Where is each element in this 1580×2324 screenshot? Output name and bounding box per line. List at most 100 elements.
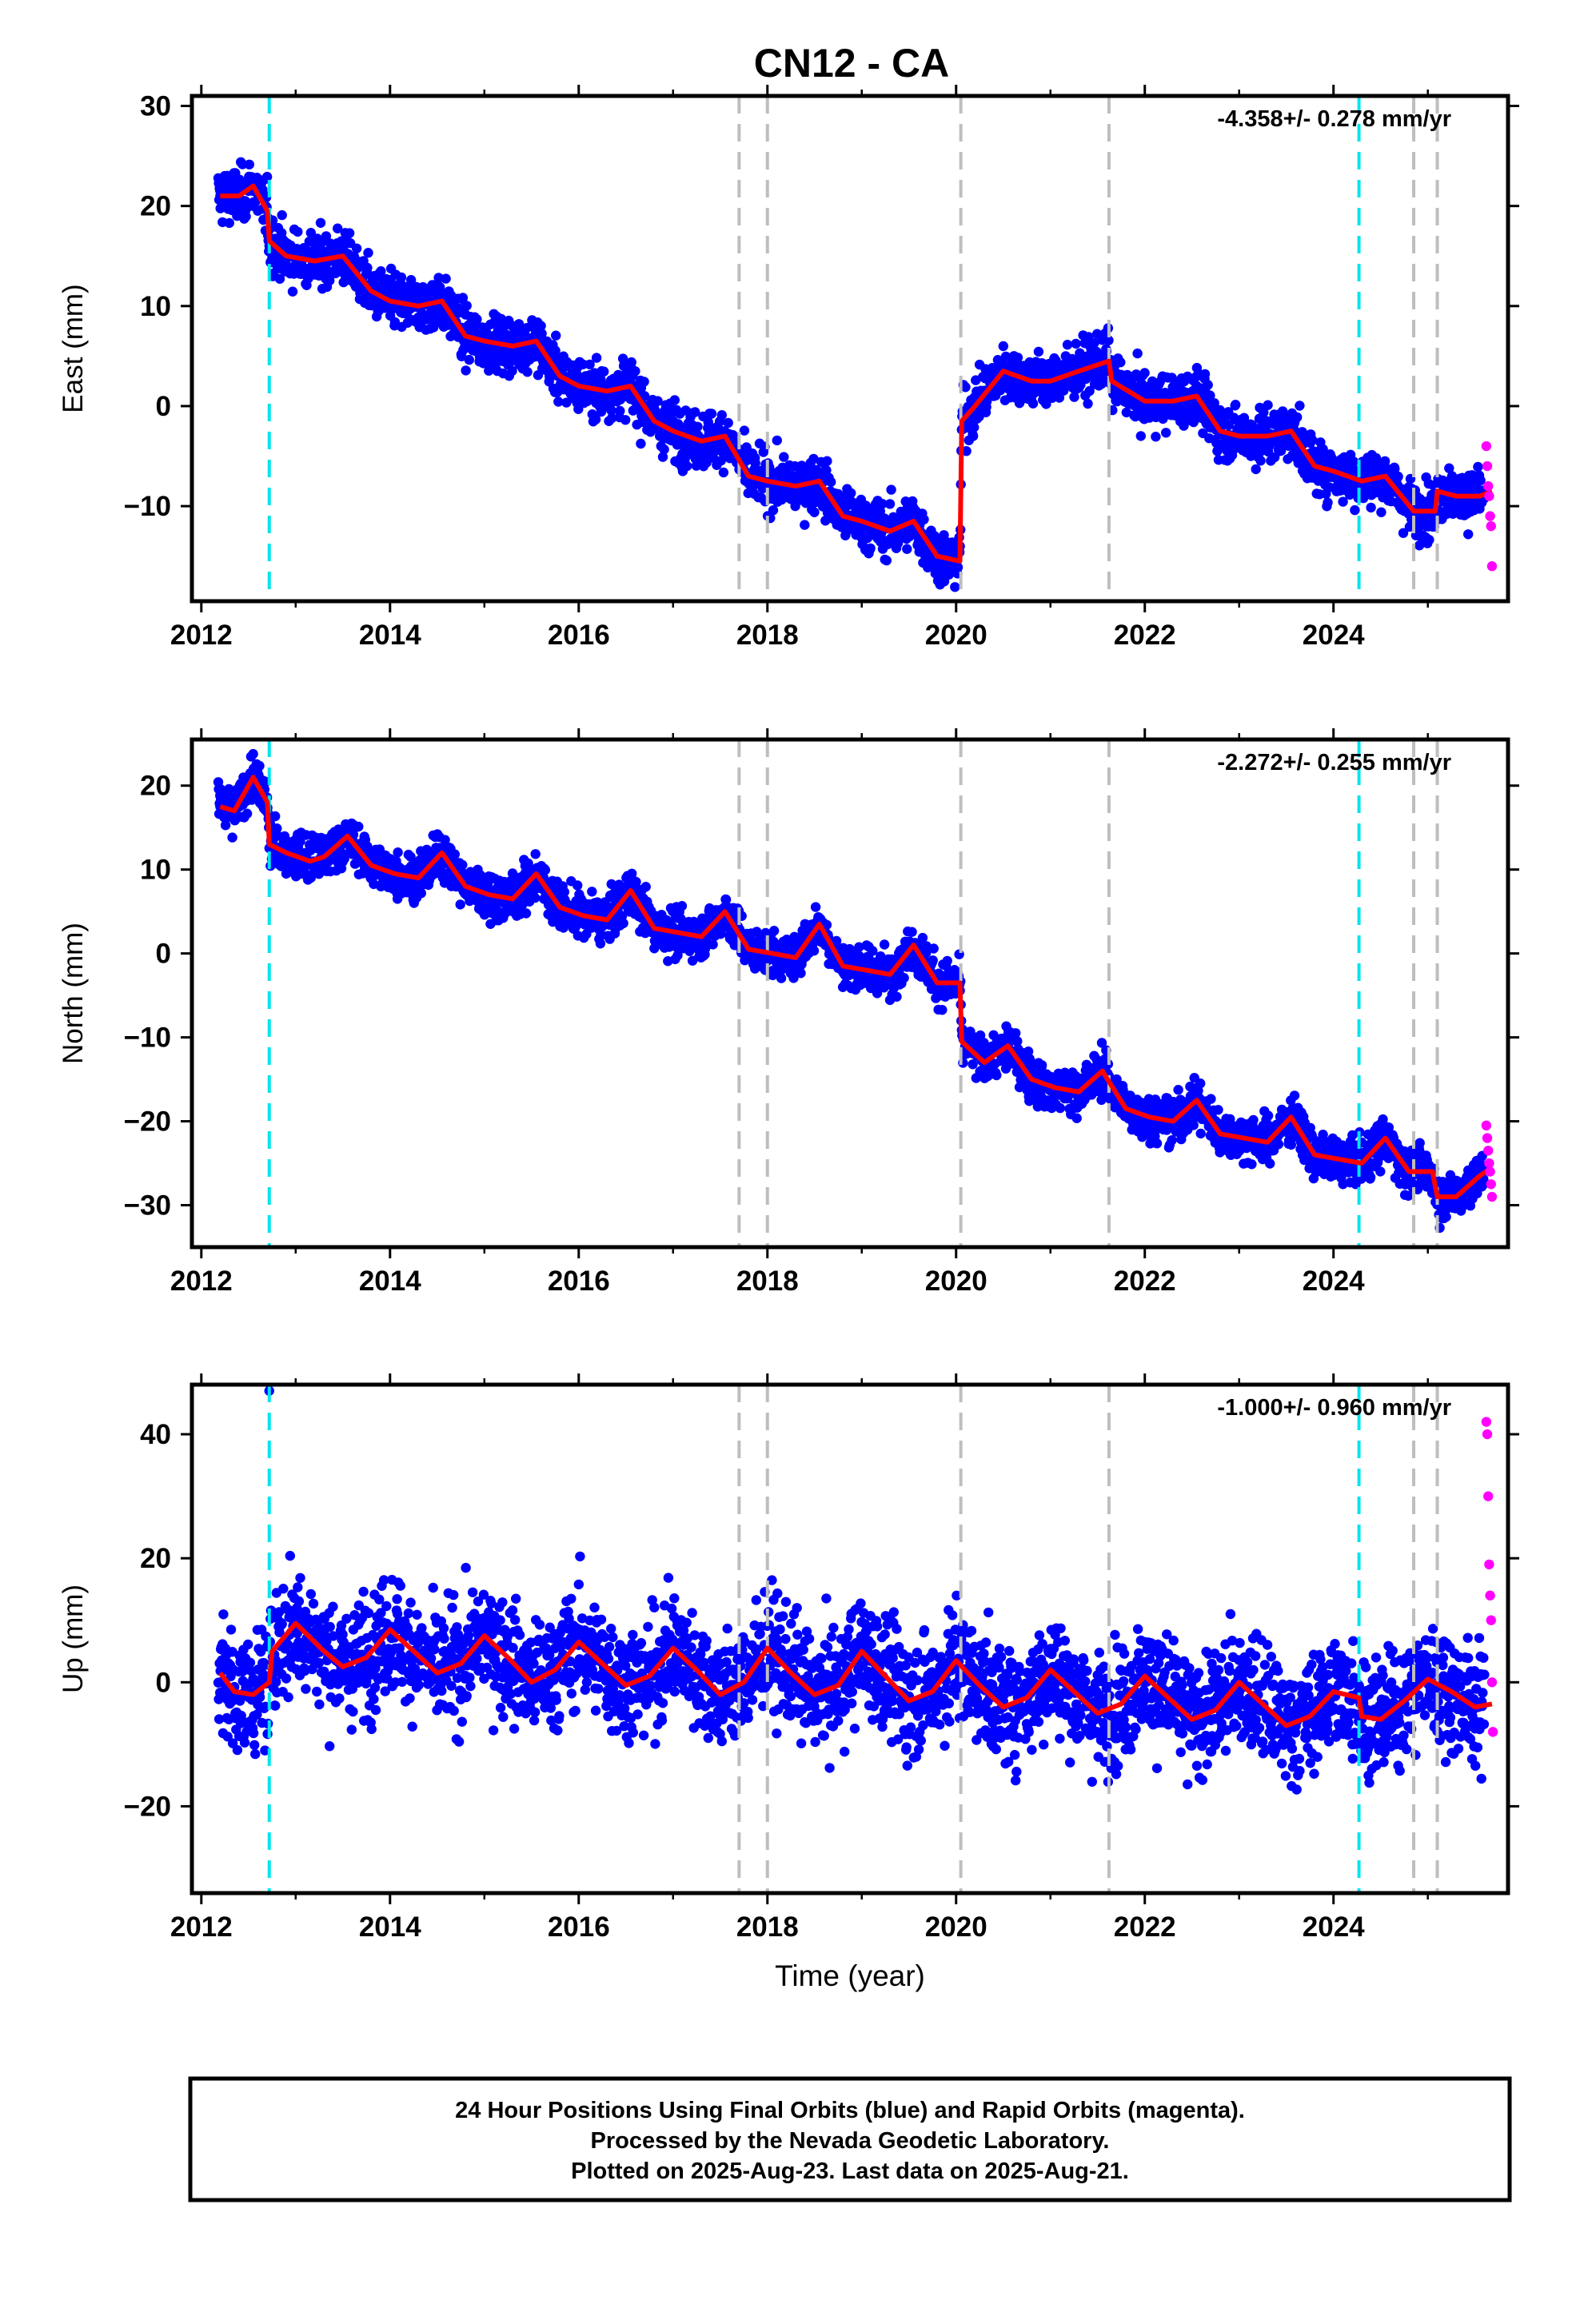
- rate-label: -4.358+/- 0.278 mm/yr: [1217, 106, 1451, 132]
- final-orbit-point: [1139, 368, 1149, 377]
- rapid-orbit-point: [1484, 491, 1494, 500]
- final-orbit-point: [433, 306, 442, 316]
- final-orbit-point: [1350, 505, 1359, 515]
- final-orbit-point: [1115, 357, 1125, 367]
- final-orbit-point: [953, 562, 963, 572]
- final-orbit-point: [670, 395, 680, 405]
- final-orbit-point: [954, 950, 964, 959]
- final-orbit-point: [363, 248, 373, 257]
- x-tick-label: 2018: [736, 620, 799, 651]
- y-axis-label: East (mm): [58, 284, 89, 413]
- final-orbit-point: [615, 406, 624, 416]
- final-orbit-point: [943, 956, 952, 966]
- final-orbit-point: [800, 520, 809, 529]
- final-orbit-point: [929, 943, 939, 953]
- final-orbit-point: [531, 849, 541, 859]
- final-orbit-point: [902, 544, 912, 554]
- final-orbit-point: [397, 273, 406, 282]
- final-orbit-point: [1424, 535, 1434, 544]
- final-orbit-point: [541, 865, 550, 875]
- final-orbit-point: [522, 367, 532, 377]
- final-orbit-point: [639, 377, 648, 386]
- y-tick-label: 10: [140, 291, 171, 322]
- final-orbit-point: [919, 515, 928, 524]
- final-orbit-point: [1251, 464, 1261, 474]
- x-tick-label: 2016: [548, 620, 610, 651]
- x-tick-label: 2020: [925, 620, 988, 651]
- rapid-orbit-point: [1485, 511, 1494, 520]
- final-orbit-point: [1132, 349, 1142, 358]
- final-orbit-point: [677, 901, 687, 911]
- final-orbit-point: [692, 422, 702, 432]
- final-orbit-point: [288, 287, 297, 297]
- final-orbit-point: [724, 418, 733, 428]
- final-orbit-point: [846, 488, 856, 498]
- final-orbit-point: [768, 505, 778, 515]
- final-orbit-point: [393, 847, 402, 857]
- final-orbit-point: [241, 212, 250, 221]
- final-orbit-point: [417, 888, 426, 898]
- final-orbit-point: [999, 341, 1008, 351]
- final-orbit-point: [779, 452, 788, 461]
- final-orbit-point: [457, 860, 467, 870]
- final-orbit-point: [627, 357, 636, 367]
- final-orbit-point: [1136, 431, 1146, 440]
- final-orbit-point: [527, 346, 537, 356]
- final-orbit-point: [885, 499, 895, 508]
- final-orbit-point: [551, 331, 561, 341]
- final-orbit-point: [892, 992, 901, 1002]
- final-orbit-point: [880, 939, 889, 949]
- final-orbit-point: [899, 973, 908, 983]
- final-orbit-point: [1161, 428, 1171, 437]
- rapid-orbit-point: [1487, 561, 1497, 571]
- rapid-orbit-point: [1486, 521, 1496, 531]
- final-orbit-point: [717, 410, 727, 420]
- final-orbit-point: [1200, 369, 1210, 379]
- final-orbit-point: [227, 832, 237, 842]
- final-orbit-point: [1151, 432, 1160, 441]
- final-orbit-point: [1231, 400, 1240, 409]
- final-orbit-point: [796, 968, 805, 978]
- final-orbit-point: [362, 263, 372, 273]
- final-orbit-point: [708, 939, 717, 949]
- final-orbit-point: [254, 761, 264, 771]
- final-orbit-point: [521, 908, 531, 918]
- final-orbit-point: [826, 477, 836, 487]
- final-orbit-point: [776, 973, 786, 983]
- final-orbit-point: [316, 218, 325, 228]
- final-orbit-point: [225, 218, 234, 228]
- final-orbit-point: [769, 926, 779, 935]
- final-orbit-point: [659, 444, 668, 454]
- figure-title: CN12 - CA: [754, 41, 949, 86]
- final-orbit-point: [345, 228, 354, 237]
- final-orbit-point: [636, 439, 645, 448]
- x-tick-label: 2022: [1114, 620, 1176, 651]
- final-orbit-point: [1263, 401, 1272, 410]
- final-orbit-point: [707, 409, 716, 418]
- final-orbit-point: [596, 939, 605, 948]
- final-orbit-point: [456, 899, 465, 909]
- final-orbit-point: [772, 436, 782, 445]
- final-orbit-point: [1063, 340, 1072, 349]
- final-orbit-point: [1255, 456, 1265, 465]
- final-orbit-point: [937, 1005, 947, 1015]
- final-orbit-point: [248, 749, 257, 759]
- final-orbit-point: [811, 902, 820, 911]
- final-orbit-point: [928, 955, 938, 965]
- final-orbit-point: [242, 809, 252, 819]
- final-orbit-point: [1203, 380, 1213, 389]
- final-orbit-point: [245, 160, 254, 169]
- y-tick-label: 30: [140, 91, 171, 122]
- final-orbit-point: [353, 822, 363, 831]
- final-orbit-point: [882, 556, 892, 565]
- final-orbit-point: [950, 582, 960, 592]
- final-orbit-point: [822, 456, 832, 466]
- final-orbit-point: [465, 355, 474, 365]
- final-orbit-point: [573, 880, 582, 890]
- final-orbit-point: [270, 811, 280, 821]
- final-orbit-point: [1473, 462, 1482, 472]
- final-orbit-point: [599, 367, 608, 377]
- x-tick-label: 2024: [1303, 620, 1365, 651]
